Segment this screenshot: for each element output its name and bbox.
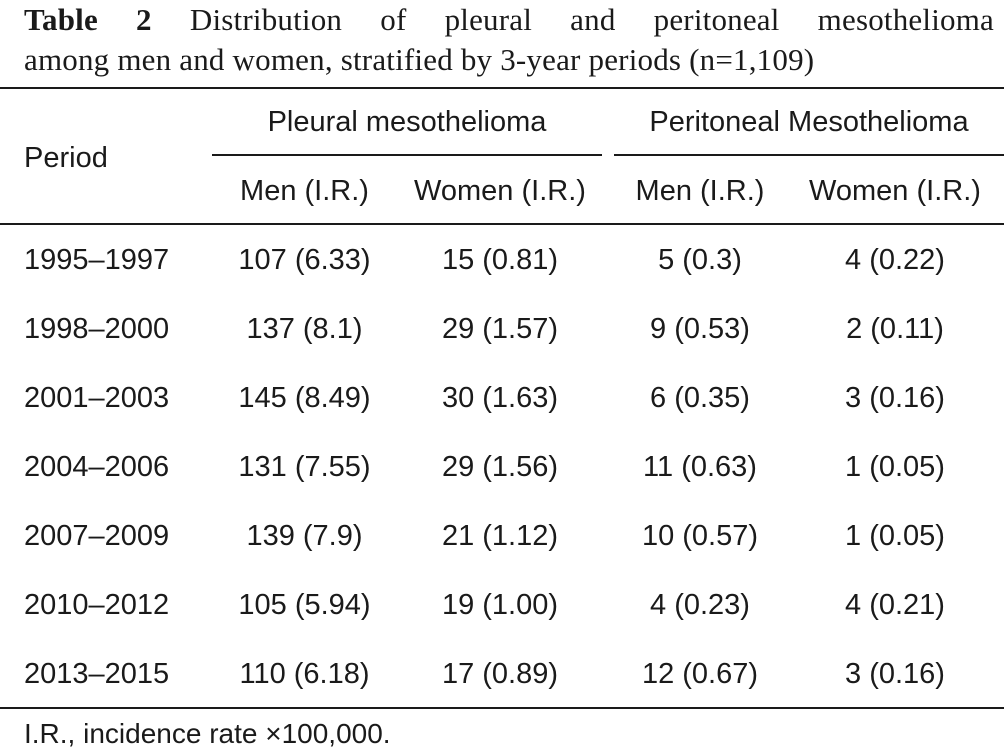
- pleural-women-cell: 21 (1.12): [441, 520, 559, 552]
- period-cell: 2010–2012: [24, 589, 170, 621]
- table-footnote: I.R., incidence rate ×100,000.: [24, 718, 391, 749]
- peritoneal-women-cell: 1 (0.05): [845, 520, 945, 552]
- period-cell: 1995–1997: [24, 244, 170, 276]
- peritoneal-men-cell: 9 (0.53): [650, 313, 750, 345]
- peritoneal-men-cell: 5 (0.3): [658, 244, 742, 276]
- pleural-group-rule: [212, 154, 602, 156]
- peritoneal-women-cell: 3 (0.16): [845, 658, 945, 690]
- pleural-men-cell: 131 (7.55): [238, 451, 371, 483]
- period-column-header: Period: [24, 142, 108, 174]
- peritoneal-men-cell: 4 (0.23): [650, 589, 750, 621]
- pleural-group-header: Pleural mesothelioma: [267, 106, 547, 138]
- pleural-women-cell: 30 (1.63): [441, 382, 559, 414]
- table-header-rule: [0, 223, 1004, 225]
- pleural-men-cell: 139 (7.9): [246, 520, 363, 552]
- pleural-women-cell: 19 (1.00): [441, 589, 559, 621]
- period-cell: 2001–2003: [24, 382, 170, 414]
- peritoneal-men-cell: 10 (0.57): [641, 520, 759, 552]
- peritoneal-men-cell: 11 (0.63): [643, 451, 757, 483]
- table-caption: Table 2 Distribution of pleural and peri…: [24, 0, 994, 80]
- peritoneal-women-cell: 2 (0.11): [846, 313, 944, 345]
- peritoneal-women-header: Women (I.R.): [809, 175, 981, 207]
- table-bottom-rule: [0, 707, 1004, 709]
- peritoneal-women-cell: 1 (0.05): [845, 451, 945, 483]
- caption-title-part-2: among men and women, stratified by 3-yea…: [24, 42, 815, 77]
- pleural-women-header: Women (I.R.): [414, 175, 586, 207]
- table-top-rule: [0, 87, 1004, 89]
- period-cell: 2004–2006: [24, 451, 170, 483]
- peritoneal-men-cell: 6 (0.35): [650, 382, 750, 414]
- peritoneal-women-cell: 4 (0.22): [845, 244, 945, 276]
- pleural-women-cell: 29 (1.56): [441, 451, 559, 483]
- pleural-men-cell: 105 (5.94): [238, 589, 371, 621]
- pleural-men-cell: 110 (6.18): [239, 658, 370, 690]
- peritoneal-women-cell: 3 (0.16): [845, 382, 945, 414]
- peritoneal-women-cell: 4 (0.21): [845, 589, 945, 621]
- pleural-women-cell: 17 (0.89): [441, 658, 559, 690]
- pleural-women-cell: 15 (0.81): [441, 244, 559, 276]
- pleural-women-cell: 29 (1.57): [441, 313, 559, 345]
- pleural-men-header: Men (I.R.): [240, 175, 369, 207]
- pleural-men-cell: 145 (8.49): [238, 382, 371, 414]
- period-cell: 1998–2000: [24, 313, 170, 345]
- caption-label: Table 2: [24, 2, 152, 37]
- caption-line-1: Table 2 Distribution of pleural and peri…: [24, 0, 994, 40]
- peritoneal-group-header: Peritoneal Mesothelioma: [649, 106, 969, 138]
- peritoneal-men-header: Men (I.R.): [635, 175, 765, 207]
- caption-title-part-1: Distribution of pleural and peritoneal m…: [189, 2, 994, 37]
- pleural-men-cell: 137 (8.1): [246, 313, 363, 345]
- period-cell: 2007–2009: [24, 520, 170, 552]
- period-cell: 2013–2015: [24, 658, 170, 690]
- peritoneal-men-cell: 12 (0.67): [641, 658, 759, 690]
- peritoneal-group-rule: [614, 154, 1004, 156]
- pleural-men-cell: 107 (6.33): [238, 244, 371, 276]
